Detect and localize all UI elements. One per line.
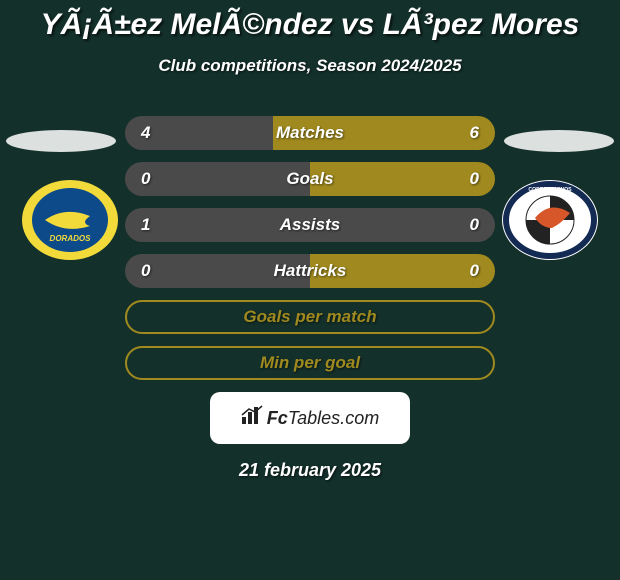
- avatar-shadow-right: [504, 130, 614, 152]
- team-logo-right: CORRECAMINOS: [500, 178, 600, 263]
- stat-label: Hattricks: [125, 261, 495, 281]
- subtitle: Club competitions, Season 2024/2025: [0, 56, 620, 76]
- stat-row: 4Matches6: [125, 116, 495, 150]
- brand-text: FcTables.com: [267, 408, 379, 429]
- svg-text:CORRECAMINOS: CORRECAMINOS: [528, 187, 572, 193]
- stat-value-right: 0: [470, 215, 479, 235]
- stat-label: Assists: [125, 215, 495, 235]
- brand-suffix: Tables.com: [288, 408, 379, 428]
- date-label: 21 february 2025: [0, 460, 620, 481]
- avatar-shadow-left: [6, 130, 116, 152]
- correcaminos-logo-icon: CORRECAMINOS: [500, 178, 600, 263]
- brand-prefix: Fc: [267, 408, 288, 428]
- stat-value-right: 0: [470, 169, 479, 189]
- stat-label: Min per goal: [127, 353, 493, 373]
- stat-value-right: 0: [470, 261, 479, 281]
- stat-row: 1Assists0: [125, 208, 495, 242]
- page-title: YÃ¡Ã±ez MelÃ©ndez vs LÃ³pez Mores: [0, 8, 620, 42]
- team-logo-left: DORADOS: [20, 178, 120, 263]
- stat-label: Goals: [125, 169, 495, 189]
- stat-row: 0Hattricks0: [125, 254, 495, 288]
- stat-row: Goals per match: [125, 300, 495, 334]
- dorados-logo-icon: DORADOS: [20, 178, 120, 263]
- stat-row: Min per goal: [125, 346, 495, 380]
- svg-text:DORADOS: DORADOS: [50, 234, 92, 243]
- chart-icon: [241, 405, 263, 431]
- stat-label: Matches: [125, 123, 495, 143]
- stat-label: Goals per match: [127, 307, 493, 327]
- comparison-card: YÃ¡Ã±ez MelÃ©ndez vs LÃ³pez Mores Club c…: [0, 0, 620, 580]
- brand-badge[interactable]: FcTables.com: [210, 392, 410, 444]
- stat-value-right: 6: [470, 123, 479, 143]
- stats-container: 4Matches60Goals01Assists00Hattricks0Goal…: [125, 116, 495, 380]
- stat-row: 0Goals0: [125, 162, 495, 196]
